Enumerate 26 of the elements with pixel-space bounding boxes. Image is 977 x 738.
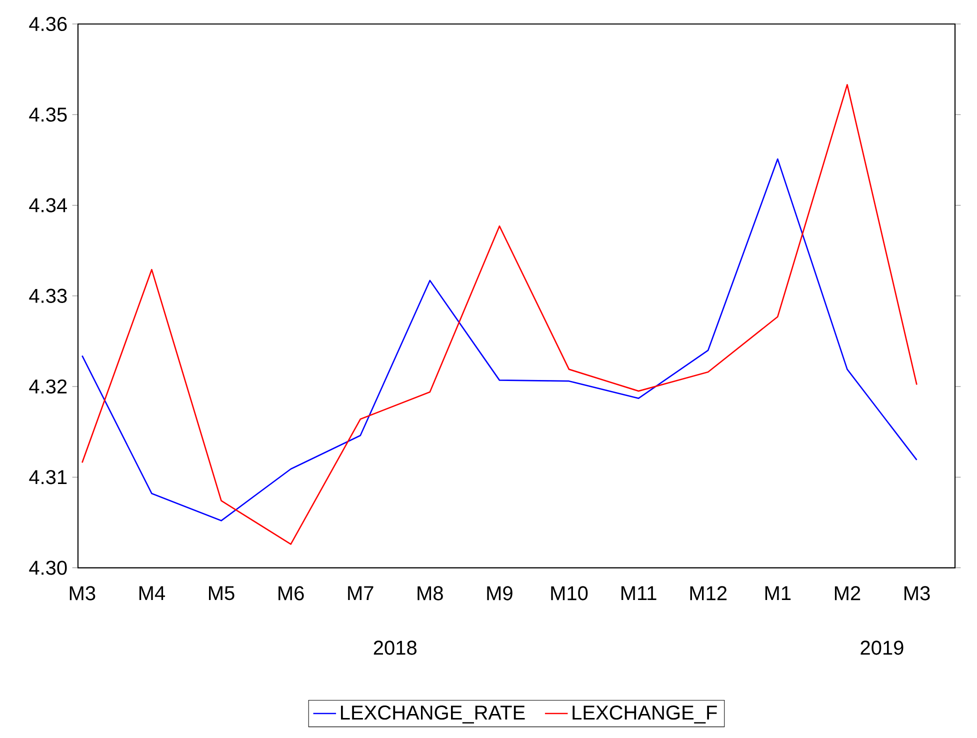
x-tick-label: M12 bbox=[690, 586, 727, 600]
x-tick-label: M2 bbox=[834, 586, 860, 600]
legend-label: LEXCHANGE_F bbox=[572, 706, 717, 724]
x-tick-label: M1 bbox=[765, 586, 791, 600]
y-tick-label: 4.31 bbox=[29, 470, 67, 484]
x-tick-label: M5 bbox=[208, 586, 234, 600]
x-tick-label: M6 bbox=[278, 586, 304, 600]
y-tick-label: 4.35 bbox=[29, 108, 67, 122]
y-tick-label: 4.36 bbox=[29, 17, 67, 32]
x-tick-label: M4 bbox=[139, 586, 166, 600]
x-tick-label: M10 bbox=[551, 586, 588, 600]
text: 2018 bbox=[374, 640, 416, 655]
y-tick-label: 4.32 bbox=[29, 380, 67, 394]
x-tick-label: M3 bbox=[70, 586, 96, 600]
x-tick-label: M8 bbox=[418, 586, 443, 600]
x-tick-label: M3 bbox=[904, 586, 930, 600]
line-series bbox=[81, 158, 918, 522]
text: 2019 bbox=[860, 640, 904, 655]
x-tick-label: M9 bbox=[487, 586, 512, 600]
y-tick-label: 4.34 bbox=[29, 198, 67, 212]
legend-label: LEXCHANGE_RATE bbox=[340, 706, 525, 724]
x-tick-label: M11 bbox=[621, 586, 656, 600]
y-tick-label: 4.30 bbox=[29, 560, 67, 575]
line-series bbox=[81, 84, 918, 546]
x-tick-label: M7 bbox=[348, 586, 374, 600]
y-tick-label: 4.33 bbox=[29, 288, 67, 304]
